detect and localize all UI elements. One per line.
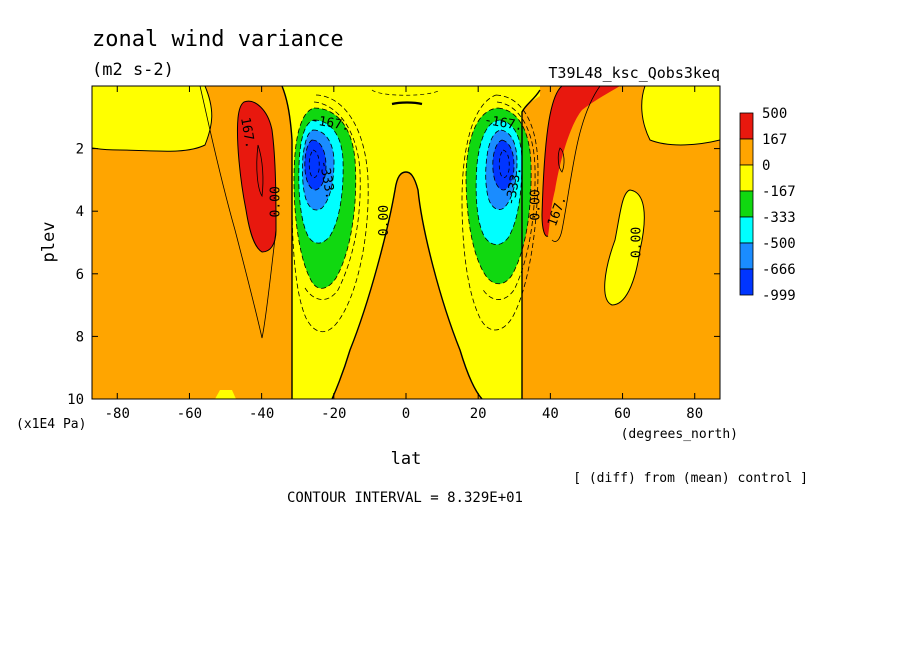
colorbar-level-label: -666 bbox=[762, 262, 796, 278]
chart-units: (m2 s-2) bbox=[92, 60, 174, 80]
colorbar-level-label: 0 bbox=[762, 158, 770, 174]
colorbar-swatch bbox=[739, 164, 754, 192]
contour-equator-dashed bbox=[371, 89, 441, 96]
contour-neg-left-7 bbox=[308, 149, 320, 179]
fill-yellow-topleft bbox=[92, 86, 212, 152]
y-tick-label: 4 bbox=[76, 204, 84, 220]
colorbar-swatch bbox=[739, 268, 754, 296]
x-tick-label: 80 bbox=[686, 406, 703, 422]
y-axis-label: plev bbox=[39, 222, 59, 263]
fill-deepblue-right bbox=[492, 140, 514, 190]
contour-lines bbox=[92, 86, 720, 399]
x-tick-label: 20 bbox=[470, 406, 487, 422]
y-axis: 2 4 6 8 10 bbox=[67, 142, 720, 408]
contour-label: -167. bbox=[310, 113, 351, 135]
colorbar-level-label: 167 bbox=[762, 132, 787, 148]
y-tick-label: 8 bbox=[76, 329, 84, 345]
contour-neg-left-6 bbox=[304, 139, 327, 191]
y-tick-label: 10 bbox=[67, 392, 84, 408]
x-tick-label: -60 bbox=[177, 406, 202, 422]
contour-label: 0.00 bbox=[377, 205, 392, 236]
colorbar: 500 167 0 -167 -333 -500 -666 -999 bbox=[739, 106, 796, 304]
contour-equator-top bbox=[391, 101, 423, 106]
colorbar-swatch bbox=[739, 216, 754, 244]
x-tick-label: 60 bbox=[614, 406, 631, 422]
colorbar-swatch bbox=[739, 112, 754, 140]
x-tick-label: -80 bbox=[105, 406, 130, 422]
contour-neg-right-4 bbox=[475, 119, 523, 245]
contour-positive-right bbox=[551, 86, 601, 242]
x-axis: -80 -60 -40 -20 0 20 40 60 80 bbox=[105, 86, 703, 422]
contour-neg-right-7 bbox=[498, 149, 510, 179]
colorbar-swatch bbox=[739, 138, 754, 166]
contour-label: 0.00 bbox=[269, 186, 284, 217]
colorbar-swatch bbox=[739, 242, 754, 270]
contour-label: -333. bbox=[316, 159, 338, 200]
contour-zero-central bbox=[331, 171, 483, 399]
x-tick-label: 40 bbox=[542, 406, 559, 422]
contour-neg-right-outer bbox=[461, 94, 539, 331]
contour-positive-left bbox=[199, 86, 277, 339]
contour-zero-topleft bbox=[92, 86, 213, 152]
contour-label: 0.00 bbox=[629, 227, 644, 258]
chart-title: zonal wind variance bbox=[92, 27, 344, 52]
contour-neg-right-6 bbox=[492, 139, 515, 191]
y-tick-label: 6 bbox=[76, 267, 84, 283]
contour-neg-left-2 bbox=[304, 101, 361, 300]
contour-red-left-inner bbox=[256, 144, 264, 198]
contour-neg-right-5 bbox=[485, 129, 518, 210]
contour-label: -333. bbox=[503, 166, 525, 207]
contour-neg-right-2 bbox=[481, 101, 536, 300]
colorbar-level-label: 500 bbox=[762, 106, 787, 122]
contour-labels: 167. -167.0.00-333.0.00-167.-333. 0.00 167.… bbox=[237, 113, 644, 258]
contour-label: -167. bbox=[483, 113, 524, 135]
contour-fills bbox=[92, 86, 720, 399]
contour-label: 0.00 bbox=[528, 189, 543, 220]
y-axis-units: (x1E4 Pa) bbox=[16, 417, 86, 432]
contour-red-right bbox=[541, 86, 563, 237]
contour-zero-right-blob bbox=[604, 189, 645, 306]
contour-label: 167. bbox=[237, 116, 257, 149]
run-label: T39L48_ksc_Qobs3keq bbox=[548, 64, 720, 82]
contour-neg-right-3 bbox=[465, 107, 532, 285]
x-tick-label: -20 bbox=[321, 406, 346, 422]
x-tick-label: 0 bbox=[402, 406, 410, 422]
contour-neg-left-5 bbox=[302, 129, 335, 211]
fill-yellow-bottomleft bbox=[215, 390, 236, 399]
contour-interval: CONTOUR INTERVAL = 8.329E+01 bbox=[287, 490, 523, 506]
x-tick-label: -40 bbox=[249, 406, 274, 422]
contour-neg-left-3 bbox=[293, 107, 357, 289]
diff-note: [ (diff) from (mean) control ] bbox=[573, 471, 808, 486]
contour-zero-right-edge bbox=[521, 89, 541, 399]
x-axis-units: (degrees_north) bbox=[621, 427, 738, 442]
fill-yellow-topright bbox=[641, 86, 720, 145]
contour-zero-left-edge bbox=[281, 86, 293, 399]
contour-red-left bbox=[236, 100, 277, 253]
fill-red-right bbox=[542, 86, 620, 237]
x-axis-label: lat bbox=[391, 449, 422, 469]
y-tick-label: 2 bbox=[76, 142, 84, 158]
contour-neg-left-outer bbox=[291, 94, 369, 332]
contour-red-right-inner bbox=[557, 147, 565, 173]
colorbar-level-label: -167 bbox=[762, 184, 796, 200]
fill-deepblue-left bbox=[304, 140, 326, 190]
colorbar-level-label: -500 bbox=[762, 236, 796, 252]
colorbar-level-label: -333 bbox=[762, 210, 796, 226]
colorbar-swatch bbox=[739, 190, 754, 218]
colorbar-level-label: -999 bbox=[762, 288, 796, 304]
contour-zero-topright bbox=[641, 86, 720, 146]
contour-neg-left-4 bbox=[298, 119, 344, 244]
